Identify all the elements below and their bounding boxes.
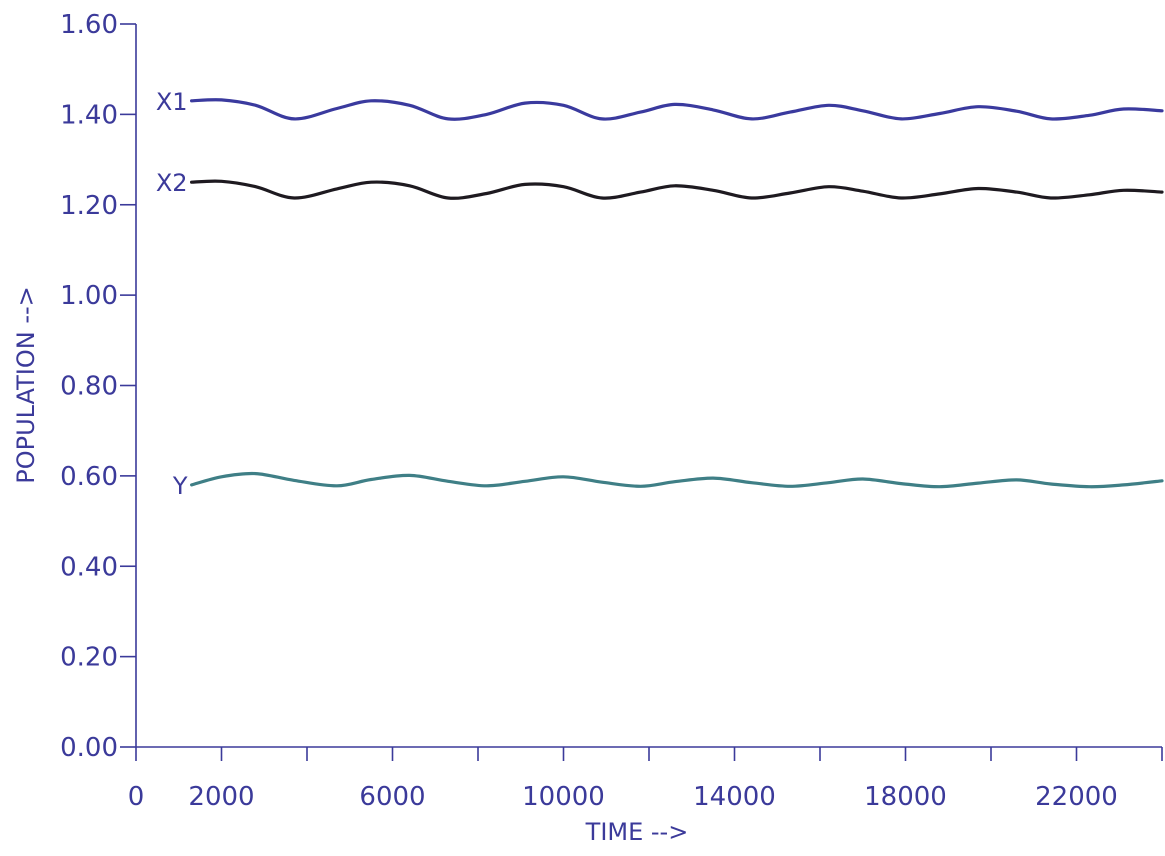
series-line-y [190, 471, 1164, 489]
x-tick-label: 2000 [188, 782, 254, 812]
y-axis-ticks: 0.00 0.20 0.40 0.60 0.80 1.00 1.20 1.40 1.60 [60, 10, 136, 763]
series-label-x1: X1 [156, 88, 188, 116]
series-labels: X1 X2 Y [156, 88, 188, 500]
x-tick-label: 0 [128, 782, 145, 812]
y-tick-label: 1.60 [60, 10, 118, 40]
y-tick-label: 1.20 [60, 191, 118, 221]
y-tick-label: 0.60 [60, 462, 118, 492]
y-tick-label: 0.00 [60, 733, 118, 763]
y-tick-label: 1.40 [60, 100, 118, 130]
series-line-x2 [190, 179, 1164, 200]
y-tick-label: 0.20 [60, 643, 118, 673]
y-tick-label: 0.80 [60, 372, 118, 402]
x-tick-label: 22000 [1035, 782, 1118, 812]
series-label-x2: X2 [156, 169, 188, 197]
x-tick-label: 14000 [693, 782, 776, 812]
x-tick-label: 6000 [359, 782, 425, 812]
x-tick-label: 18000 [864, 782, 947, 812]
series-line-x1 [190, 98, 1164, 121]
y-tick-label: 1.00 [60, 281, 118, 311]
x-axis-title: TIME --> [585, 818, 689, 846]
y-tick-label: 0.40 [60, 552, 118, 582]
y-axis-title: POPULATION --> [12, 286, 40, 484]
x-axis-ticks: 0 2000 6000 10000 14000 18000 22000 [128, 747, 1163, 812]
series-label-y: Y [172, 472, 188, 500]
x-tick-label: 10000 [522, 782, 605, 812]
series-lines [190, 98, 1164, 489]
axes [135, 24, 1162, 748]
